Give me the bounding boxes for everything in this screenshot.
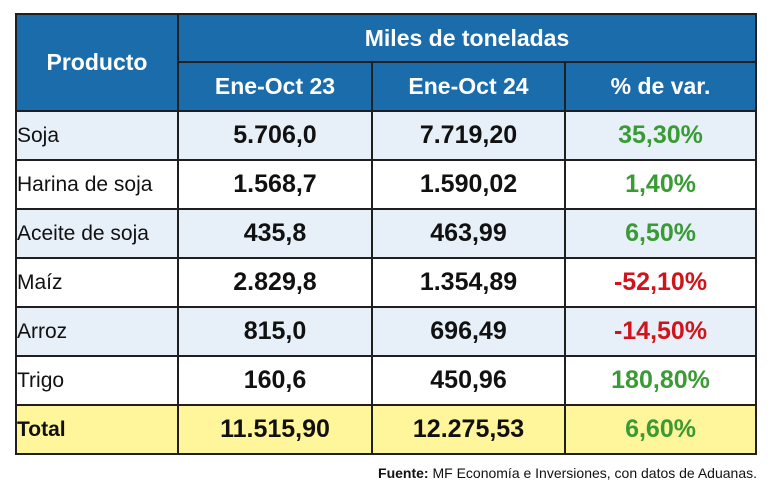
value-2023-cell: 815,0 — [177, 306, 373, 357]
product-cell: Total — [15, 404, 179, 455]
variation-cell: 6,50% — [563, 208, 758, 259]
product-cell: Trigo — [15, 355, 179, 406]
value-2023-cell: 11.515,90 — [177, 404, 373, 455]
variation-cell: -52,10% — [563, 257, 758, 308]
variation-cell: 35,30% — [563, 110, 758, 161]
variation-cell: 180,80% — [563, 355, 758, 406]
table-row: Arroz 815,0 696,49 -14,50% — [15, 306, 758, 357]
table-body: Soja 5.706,0 7.719,20 35,30% Harina de soja 1… — [15, 110, 758, 455]
product-cell: Aceite de soja — [15, 208, 179, 259]
product-cell: Harina de soja — [15, 159, 179, 210]
value-2024-cell: 12.275,53 — [371, 404, 566, 455]
total-row: Total 11.515,90 12.275,53 6,60% — [15, 404, 758, 455]
value-2024-cell: 696,49 — [371, 306, 566, 357]
value-2024-cell: 7.719,20 — [371, 110, 566, 161]
source-label: Fuente: — [378, 465, 429, 481]
header-producto: Producto — [15, 13, 179, 112]
table-row: Harina de soja 1.568,7 1.590,02 1,40% — [15, 159, 758, 210]
variation-cell: 6,60% — [563, 404, 758, 455]
value-2023-cell: 1.568,7 — [177, 159, 373, 210]
header-group: Miles de toneladas — [176, 13, 758, 63]
source-text: MF Economía e Inversiones, con datos de … — [432, 465, 757, 481]
header-variation: % de var. — [563, 61, 758, 112]
value-2023-cell: 435,8 — [177, 208, 373, 259]
product-cell: Maíz — [15, 257, 179, 308]
value-2024-cell: 450,96 — [371, 355, 566, 406]
table-row: Soja 5.706,0 7.719,20 35,30% — [15, 110, 758, 161]
header-ene-oct-23: Ene-Oct 23 — [177, 61, 373, 112]
table-row: Aceite de soja 435,8 463,99 6,50% — [15, 208, 758, 259]
value-2024-cell: 1.590,02 — [371, 159, 566, 210]
source-note: Fuente: MF Economía e Inversiones, con d… — [378, 465, 757, 481]
variation-cell: 1,40% — [563, 159, 758, 210]
product-cell: Soja — [15, 110, 179, 161]
table-row: Maíz 2.829,8 1.354,89 -52,10% — [15, 257, 758, 308]
table-row: Trigo 160,6 450,96 180,80% — [15, 355, 758, 406]
value-2024-cell: 1.354,89 — [371, 257, 566, 308]
data-table: Producto Miles de toneladas Ene-Oct 23 E… — [15, 13, 758, 455]
value-2023-cell: 2.829,8 — [177, 257, 373, 308]
value-2024-cell: 463,99 — [371, 208, 566, 259]
value-2023-cell: 160,6 — [177, 355, 373, 406]
value-2023-cell: 5.706,0 — [177, 110, 373, 161]
product-cell: Arroz — [15, 306, 179, 357]
variation-cell: -14,50% — [563, 306, 758, 357]
header-ene-oct-24: Ene-Oct 24 — [371, 61, 566, 112]
